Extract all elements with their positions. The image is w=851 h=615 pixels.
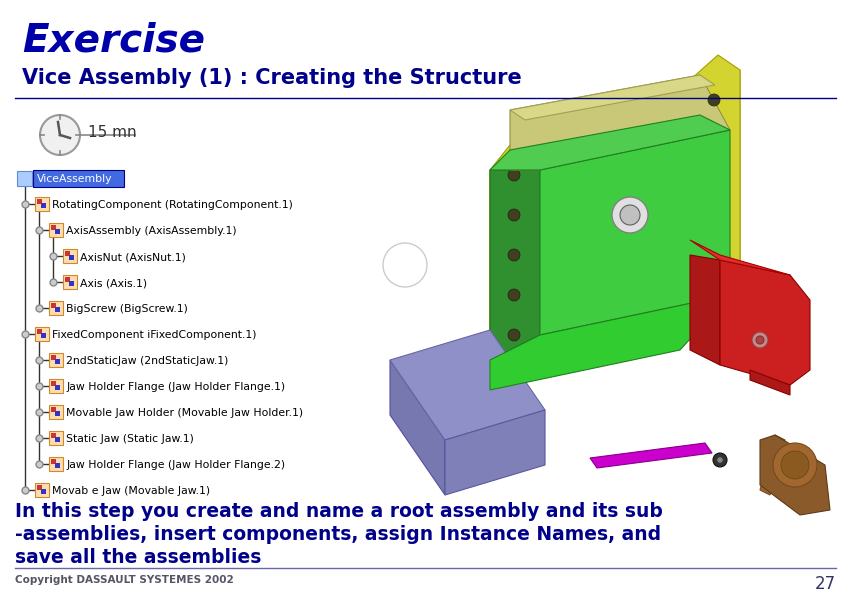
- Polygon shape: [390, 360, 445, 495]
- Text: 15 mn: 15 mn: [88, 125, 137, 140]
- Text: Movab e Jaw (Movable Jaw.1): Movab e Jaw (Movable Jaw.1): [52, 486, 210, 496]
- FancyBboxPatch shape: [41, 489, 46, 494]
- FancyBboxPatch shape: [41, 203, 46, 208]
- Polygon shape: [490, 115, 730, 170]
- FancyBboxPatch shape: [65, 277, 70, 282]
- Circle shape: [713, 453, 727, 467]
- FancyBboxPatch shape: [55, 385, 60, 390]
- FancyBboxPatch shape: [51, 225, 56, 230]
- FancyBboxPatch shape: [55, 359, 60, 364]
- FancyBboxPatch shape: [49, 457, 63, 471]
- Circle shape: [508, 289, 520, 301]
- Text: Axis (Axis.1): Axis (Axis.1): [80, 278, 147, 288]
- Text: 27: 27: [815, 575, 836, 593]
- Text: -assemblies, insert components, assign Instance Names, and: -assemblies, insert components, assign I…: [15, 525, 661, 544]
- FancyBboxPatch shape: [65, 251, 70, 256]
- Circle shape: [708, 254, 720, 266]
- FancyBboxPatch shape: [37, 329, 42, 334]
- FancyBboxPatch shape: [55, 411, 60, 416]
- FancyBboxPatch shape: [35, 327, 49, 341]
- Text: Jaw Holder Flange (Jaw Holder Flange.2): Jaw Holder Flange (Jaw Holder Flange.2): [66, 460, 285, 470]
- Circle shape: [752, 332, 768, 348]
- FancyBboxPatch shape: [55, 229, 60, 234]
- FancyBboxPatch shape: [63, 275, 77, 289]
- Circle shape: [508, 329, 520, 341]
- FancyBboxPatch shape: [16, 170, 31, 186]
- Polygon shape: [490, 145, 540, 360]
- Circle shape: [708, 214, 720, 226]
- Text: Copyright DASSAULT SYSTEMES 2002: Copyright DASSAULT SYSTEMES 2002: [15, 575, 234, 585]
- FancyBboxPatch shape: [51, 381, 56, 386]
- Polygon shape: [445, 410, 545, 495]
- FancyBboxPatch shape: [49, 379, 63, 394]
- FancyBboxPatch shape: [49, 430, 63, 445]
- Text: save all the assemblies: save all the assemblies: [15, 548, 261, 567]
- Circle shape: [773, 443, 817, 487]
- Text: AxisNut (AxisNut.1): AxisNut (AxisNut.1): [80, 252, 186, 262]
- Text: Vice Assembly (1) : Creating the Structure: Vice Assembly (1) : Creating the Structu…: [22, 68, 522, 88]
- FancyBboxPatch shape: [49, 352, 63, 367]
- Polygon shape: [760, 435, 785, 495]
- Polygon shape: [690, 70, 740, 285]
- FancyBboxPatch shape: [55, 463, 60, 468]
- Polygon shape: [390, 330, 545, 440]
- Text: FixedComponent iFixedComponent.1): FixedComponent iFixedComponent.1): [52, 330, 256, 340]
- Text: BigScrew (BigScrew.1): BigScrew (BigScrew.1): [66, 304, 188, 314]
- Circle shape: [612, 197, 648, 233]
- Polygon shape: [510, 75, 730, 170]
- Text: AxisAssembly (AxisAssembly.1): AxisAssembly (AxisAssembly.1): [66, 226, 237, 236]
- Text: 2ndStaticJaw (2ndStaticJaw.1): 2ndStaticJaw (2ndStaticJaw.1): [66, 356, 228, 366]
- FancyBboxPatch shape: [35, 483, 49, 498]
- FancyBboxPatch shape: [51, 303, 56, 308]
- FancyBboxPatch shape: [37, 199, 42, 204]
- Polygon shape: [510, 75, 715, 120]
- Circle shape: [508, 249, 520, 261]
- FancyBboxPatch shape: [63, 248, 77, 263]
- Text: Movable Jaw Holder (Movable Jaw Holder.1): Movable Jaw Holder (Movable Jaw Holder.1…: [66, 408, 303, 418]
- Text: Jaw Holder Flange (Jaw Holder Flange.1): Jaw Holder Flange (Jaw Holder Flange.1): [66, 382, 285, 392]
- FancyBboxPatch shape: [55, 437, 60, 442]
- Circle shape: [708, 134, 720, 146]
- FancyBboxPatch shape: [49, 223, 63, 237]
- Text: Exercise: Exercise: [22, 22, 205, 60]
- FancyBboxPatch shape: [51, 407, 56, 412]
- Polygon shape: [720, 260, 810, 385]
- Polygon shape: [540, 130, 730, 335]
- Circle shape: [756, 336, 764, 344]
- Polygon shape: [490, 170, 540, 360]
- Circle shape: [620, 205, 640, 225]
- FancyBboxPatch shape: [49, 405, 63, 419]
- FancyBboxPatch shape: [51, 433, 56, 438]
- FancyBboxPatch shape: [55, 307, 60, 312]
- FancyBboxPatch shape: [51, 355, 56, 360]
- Polygon shape: [750, 370, 790, 395]
- Polygon shape: [760, 435, 830, 515]
- Text: Static Jaw (Static Jaw.1): Static Jaw (Static Jaw.1): [66, 434, 194, 444]
- Circle shape: [40, 115, 80, 155]
- FancyBboxPatch shape: [41, 333, 46, 338]
- Polygon shape: [490, 130, 540, 375]
- Text: In this step you create and name a root assembly and its sub: In this step you create and name a root …: [15, 502, 663, 521]
- Circle shape: [708, 94, 720, 106]
- Polygon shape: [490, 295, 730, 390]
- Circle shape: [708, 174, 720, 186]
- Polygon shape: [690, 255, 720, 365]
- Circle shape: [781, 451, 809, 479]
- Text: ViceAssembly: ViceAssembly: [37, 174, 112, 184]
- Text: RotatingComponent (RotatingComponent.1): RotatingComponent (RotatingComponent.1): [52, 200, 293, 210]
- Circle shape: [508, 169, 520, 181]
- Polygon shape: [690, 55, 740, 300]
- FancyBboxPatch shape: [69, 281, 74, 286]
- Polygon shape: [590, 443, 712, 468]
- FancyBboxPatch shape: [32, 170, 123, 186]
- Circle shape: [717, 457, 723, 463]
- FancyBboxPatch shape: [37, 485, 42, 490]
- Polygon shape: [690, 240, 790, 275]
- FancyBboxPatch shape: [51, 459, 56, 464]
- FancyBboxPatch shape: [69, 255, 74, 260]
- FancyBboxPatch shape: [49, 301, 63, 315]
- Circle shape: [508, 209, 520, 221]
- FancyBboxPatch shape: [35, 197, 49, 212]
